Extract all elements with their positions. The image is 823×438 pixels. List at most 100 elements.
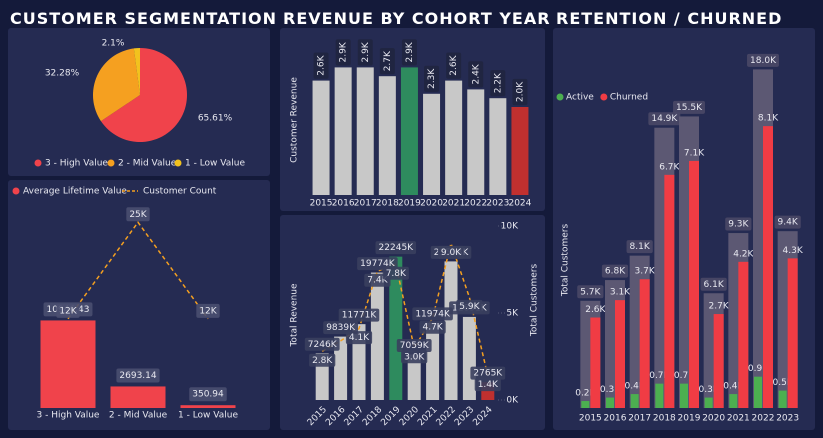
y2-tick-label: 5K [506,309,519,319]
value-label: 2.4K [471,63,481,84]
label-bg [338,308,380,322]
value-label-group: 18.0K [747,53,779,67]
bar [590,317,601,408]
value-label: 6.8K [605,267,626,277]
x-tick-label: 2015 [310,199,333,209]
x-tick-label: 2023 [776,414,799,424]
bar [778,390,787,408]
bar [738,261,749,408]
label-bg [468,61,484,88]
x-tick-label: 2015 [579,414,602,424]
bar [370,272,384,400]
legend-dot [107,159,115,167]
bar [787,258,798,408]
bar [713,314,724,408]
value-label: 2.9K [405,41,415,62]
value-label: 3.7K [635,267,656,277]
value-label: 18.0K [750,56,777,66]
y-axis-title: Total Customers [561,224,571,298]
bar [378,76,396,195]
legend-label: Average Lifetime Value [23,187,127,197]
value-label: 4.1K [349,333,370,343]
bar [334,336,348,400]
bar [630,394,639,408]
bar [312,80,330,195]
label-bg [601,264,629,278]
value-label: 6.7K [659,162,680,172]
label-bg [474,378,501,392]
bar [407,354,421,400]
label-bg [335,39,351,66]
x-tick-label: 2017 [354,199,377,209]
value-label: 19774K [360,259,396,269]
label-bg [396,339,432,353]
label-bg [379,48,395,75]
x-tick-label: 3 - High Value [37,411,100,421]
label-bg [512,78,528,106]
bar [444,261,458,400]
label-bg [648,112,681,126]
value-label-group: 2.0K [512,78,528,106]
legend-label: 1 - Low Value [185,159,245,169]
value-label-group: 22245K [375,241,417,255]
value-label: 22245K [379,243,415,253]
bar [664,174,675,408]
bar [110,386,166,408]
value-label-group: 9839K [323,321,359,335]
value-label: 2.6K [585,305,606,315]
value-label: 9839K [326,323,356,333]
label-bg [401,39,417,66]
label-bg [419,320,446,334]
x-tick-label: 2024 [508,199,531,209]
x-tick-label: 2022 [464,199,487,209]
bar [334,67,352,195]
value-label-group: 5.9K [456,299,483,313]
value-label: 1.4K [478,380,499,390]
value-label: 2.7K [383,50,393,71]
value-label-group: 5.7K [577,285,604,299]
value-label: 2693.14 [119,371,156,381]
label-bg [309,353,336,367]
value-label: 2.6K [317,54,327,75]
value-label: 350.94 [192,390,224,400]
value-label: 2.9K [361,41,371,62]
x-tick-label: 2021 [727,414,750,424]
label-bg [774,215,801,229]
value-label: 2.9K [339,41,349,62]
value-label: 2765K [473,369,503,379]
value-label-group: 12K [56,303,80,318]
value-label-group: 2693.14 [116,368,160,383]
bar [754,376,762,408]
value-label: 8.1K [758,114,779,124]
bar [40,320,96,408]
value-label: 9.3K [728,220,749,230]
label-bg [412,307,453,321]
bar [704,397,713,408]
value-label-group: 350.94 [189,387,227,402]
value-label: 7.1K [684,148,705,158]
value-label: 0.3K [600,385,621,395]
x-tick-label: 2016 [332,199,355,209]
label-bg [357,39,373,66]
y-axis-title: Customer Revenue [290,77,300,163]
value-label-group: 4.1K [345,331,373,345]
value-label: 3.0K [404,352,425,362]
value-label-group: 1.4K [474,378,501,392]
slice-label: 2.1% [102,39,125,49]
value-label: 7059K [400,341,430,351]
value-label: 2.6K [449,54,459,75]
label-bg [189,387,227,402]
bar [511,107,529,195]
label-bg [437,245,465,259]
bar [680,383,688,408]
value-label: 5.9K [459,302,480,312]
value-label-group: 25K [126,207,150,222]
pie-slice [93,48,140,122]
legend-label: Customer Count [143,187,217,197]
value-label: 2.7K [709,302,730,312]
bar [615,300,625,408]
section-title: CUSTOMER SEGMENTATION [10,9,277,28]
value-label-group: 6.1K [700,277,727,291]
legend-dot [174,159,182,167]
